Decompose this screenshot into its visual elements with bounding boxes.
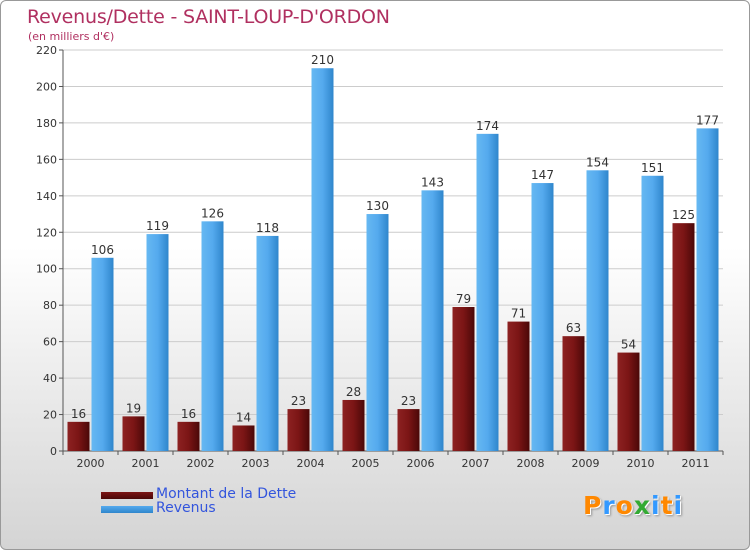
data-label-dette: 125 bbox=[672, 208, 695, 222]
data-label-revenus: 147 bbox=[531, 168, 554, 182]
bar-revenus bbox=[311, 68, 334, 452]
bar-revenus bbox=[146, 234, 169, 451]
data-label-dette: 16 bbox=[71, 407, 86, 421]
y-tick-label: 160 bbox=[36, 153, 57, 166]
x-tick-label: 2009 bbox=[572, 457, 600, 470]
bar-dette bbox=[287, 409, 310, 451]
bar-revenus bbox=[476, 133, 499, 451]
data-label-dette: 19 bbox=[126, 401, 141, 415]
data-label-dette: 54 bbox=[621, 338, 636, 352]
data-label-revenus: 118 bbox=[256, 221, 279, 235]
logo-letter: i bbox=[673, 491, 684, 520]
y-tick-label: 180 bbox=[36, 117, 57, 130]
bar-dette bbox=[342, 399, 365, 451]
x-tick-label: 2011 bbox=[682, 457, 710, 470]
data-label-revenus: 174 bbox=[476, 119, 499, 133]
x-tick-label: 2000 bbox=[77, 457, 105, 470]
data-label-revenus: 130 bbox=[366, 199, 389, 213]
data-label-revenus: 177 bbox=[696, 113, 719, 127]
data-label-dette: 63 bbox=[566, 321, 581, 335]
y-tick-label: 0 bbox=[50, 445, 57, 458]
data-label-revenus: 154 bbox=[586, 155, 609, 169]
bar-revenus bbox=[641, 175, 664, 451]
y-tick-label: 80 bbox=[43, 299, 57, 312]
data-label-dette: 23 bbox=[291, 394, 306, 408]
bar-dette bbox=[397, 409, 420, 451]
bar-revenus bbox=[421, 190, 444, 451]
y-tick-label: 200 bbox=[36, 80, 57, 93]
bar-revenus bbox=[531, 183, 554, 452]
chart-title: Revenus/Dette - SAINT-LOUP-D'ORDON bbox=[27, 6, 390, 28]
y-tick-label: 40 bbox=[43, 372, 57, 385]
bar-revenus bbox=[256, 235, 279, 451]
bar-dette bbox=[507, 321, 530, 451]
logo-letter: r bbox=[602, 491, 616, 520]
bar-dette bbox=[452, 307, 475, 451]
data-label-dette: 28 bbox=[346, 385, 361, 399]
data-label-revenus: 210 bbox=[311, 53, 334, 67]
logo-letter: i bbox=[651, 491, 661, 520]
data-label-dette: 79 bbox=[456, 292, 471, 306]
chart-subtitle: (en milliers d'€) bbox=[28, 30, 115, 43]
x-tick-label: 2007 bbox=[462, 457, 490, 470]
logo-letter: t bbox=[660, 491, 674, 520]
data-label-dette: 14 bbox=[236, 410, 251, 424]
bar-dette bbox=[177, 421, 200, 451]
logo-letter: P bbox=[583, 491, 603, 520]
y-tick-label: 60 bbox=[43, 336, 57, 349]
data-label-revenus: 151 bbox=[641, 161, 664, 175]
data-label-revenus: 126 bbox=[201, 206, 224, 220]
x-tick-label: 2010 bbox=[627, 457, 655, 470]
legend-label-dette: Montant de la Dette bbox=[156, 486, 297, 502]
bar-revenus bbox=[91, 257, 114, 451]
y-tick-label: 100 bbox=[36, 263, 57, 276]
x-tick-label: 2004 bbox=[297, 457, 325, 470]
x-tick-label: 2001 bbox=[132, 457, 160, 470]
x-tick-label: 2003 bbox=[242, 457, 270, 470]
legend-swatch-revenus bbox=[101, 506, 153, 513]
x-tick-label: 2008 bbox=[517, 457, 545, 470]
data-label-revenus: 106 bbox=[91, 243, 114, 257]
bar-dette bbox=[232, 425, 255, 451]
data-label-dette: 16 bbox=[181, 407, 196, 421]
bar-dette bbox=[122, 416, 145, 451]
bar-revenus bbox=[696, 128, 719, 452]
data-label-dette: 71 bbox=[511, 307, 526, 321]
bar-dette bbox=[672, 223, 695, 451]
x-tick-label: 2006 bbox=[407, 457, 435, 470]
data-label-revenus: 143 bbox=[421, 175, 444, 189]
bar-dette bbox=[67, 421, 90, 451]
legend-swatch-dette bbox=[101, 492, 153, 499]
x-tick-label: 2002 bbox=[187, 457, 215, 470]
logo-letter: x bbox=[633, 491, 651, 520]
bar-revenus bbox=[586, 170, 609, 452]
x-tick-label: 2005 bbox=[352, 457, 380, 470]
bar-revenus bbox=[201, 221, 224, 451]
bar-dette bbox=[562, 336, 585, 451]
data-label-dette: 23 bbox=[401, 394, 416, 408]
legend-label-revenus: Revenus bbox=[156, 500, 216, 516]
data-label-revenus: 119 bbox=[146, 219, 169, 233]
bar-revenus bbox=[366, 214, 389, 451]
y-tick-label: 140 bbox=[36, 190, 57, 203]
y-tick-label: 20 bbox=[43, 409, 57, 422]
proxiti-logo[interactable]: Proxiti bbox=[583, 491, 683, 520]
y-tick-label: 120 bbox=[36, 226, 57, 239]
bar-dette bbox=[617, 352, 640, 451]
y-tick-label: 220 bbox=[36, 44, 57, 57]
logo-letter: o bbox=[615, 491, 634, 520]
